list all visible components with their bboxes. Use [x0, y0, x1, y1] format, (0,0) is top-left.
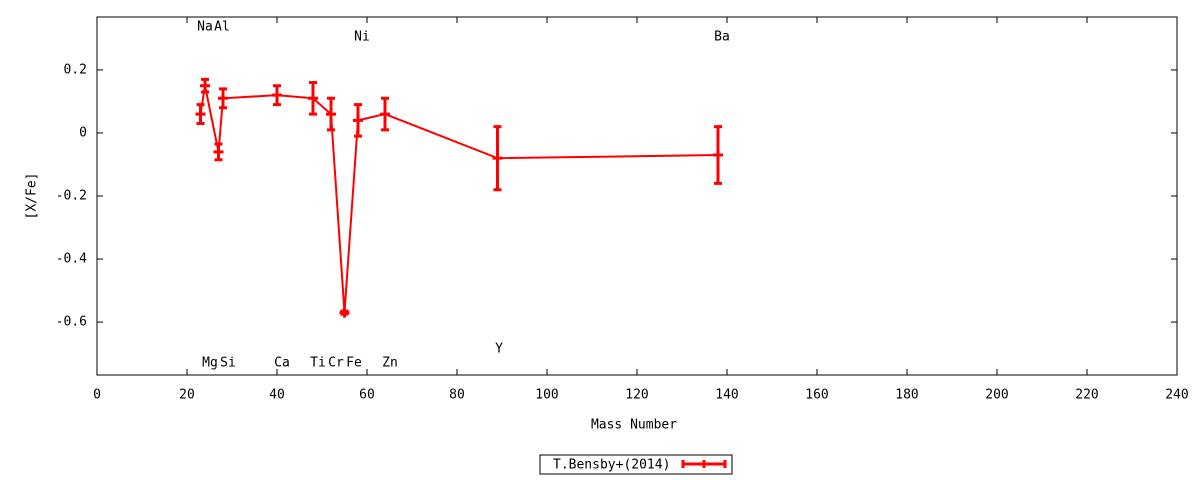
legend-swatch — [681, 460, 727, 468]
legend-label: T.Bensby+(2014) — [553, 458, 670, 473]
element-label: Fe — [346, 356, 362, 371]
x-tick-label: 80 — [449, 388, 465, 403]
element-label: Al — [214, 20, 230, 35]
x-tick-label: 200 — [985, 388, 1008, 403]
point — [213, 146, 224, 157]
y-axis-label: [X/Fe] — [25, 173, 40, 220]
element-label: Na — [197, 20, 213, 35]
element-label: Ca — [274, 356, 290, 371]
x-tick-label: 40 — [269, 388, 285, 403]
point — [200, 80, 210, 91]
point — [308, 93, 318, 104]
x-tick-label: 20 — [179, 388, 195, 403]
x-tick-label: 60 — [359, 388, 375, 403]
element-label: Zn — [382, 356, 398, 371]
plot-frame — [96, 16, 1178, 376]
point — [713, 150, 723, 161]
x-tick-label: 220 — [1075, 388, 1098, 403]
point — [492, 153, 503, 164]
y-tick-label: -0.2 — [56, 189, 87, 204]
series-line — [199, 85, 719, 313]
element-label: Ti — [310, 356, 326, 371]
y-tick-label: 0.2 — [64, 62, 87, 77]
y-tick-label: -0.6 — [56, 315, 87, 330]
x-tick-label: 0 — [93, 388, 101, 403]
point — [353, 115, 363, 126]
element-label: Cr — [328, 356, 344, 371]
x-tick-label: 100 — [535, 388, 558, 403]
x-axis-label: Mass Number — [591, 418, 677, 433]
x-tick-label: 240 — [1165, 388, 1188, 403]
element-label: Ni — [354, 30, 370, 45]
point — [195, 109, 206, 120]
element-label: Mg — [202, 356, 218, 371]
point — [380, 109, 390, 120]
x-tick-label: 120 — [625, 388, 648, 403]
point — [272, 90, 282, 101]
point — [218, 93, 228, 104]
point — [326, 109, 336, 120]
element-label: Si — [220, 356, 236, 371]
legend-box — [539, 454, 733, 475]
element-label: Y — [495, 342, 503, 357]
x-tick-label: 160 — [805, 388, 828, 403]
y-tick-label: 0 — [79, 125, 87, 140]
point — [339, 307, 350, 318]
x-tick-label: 180 — [895, 388, 918, 403]
element-label: Ba — [714, 30, 730, 45]
x-tick-label: 140 — [715, 388, 738, 403]
y-tick-label: -0.4 — [56, 252, 87, 267]
